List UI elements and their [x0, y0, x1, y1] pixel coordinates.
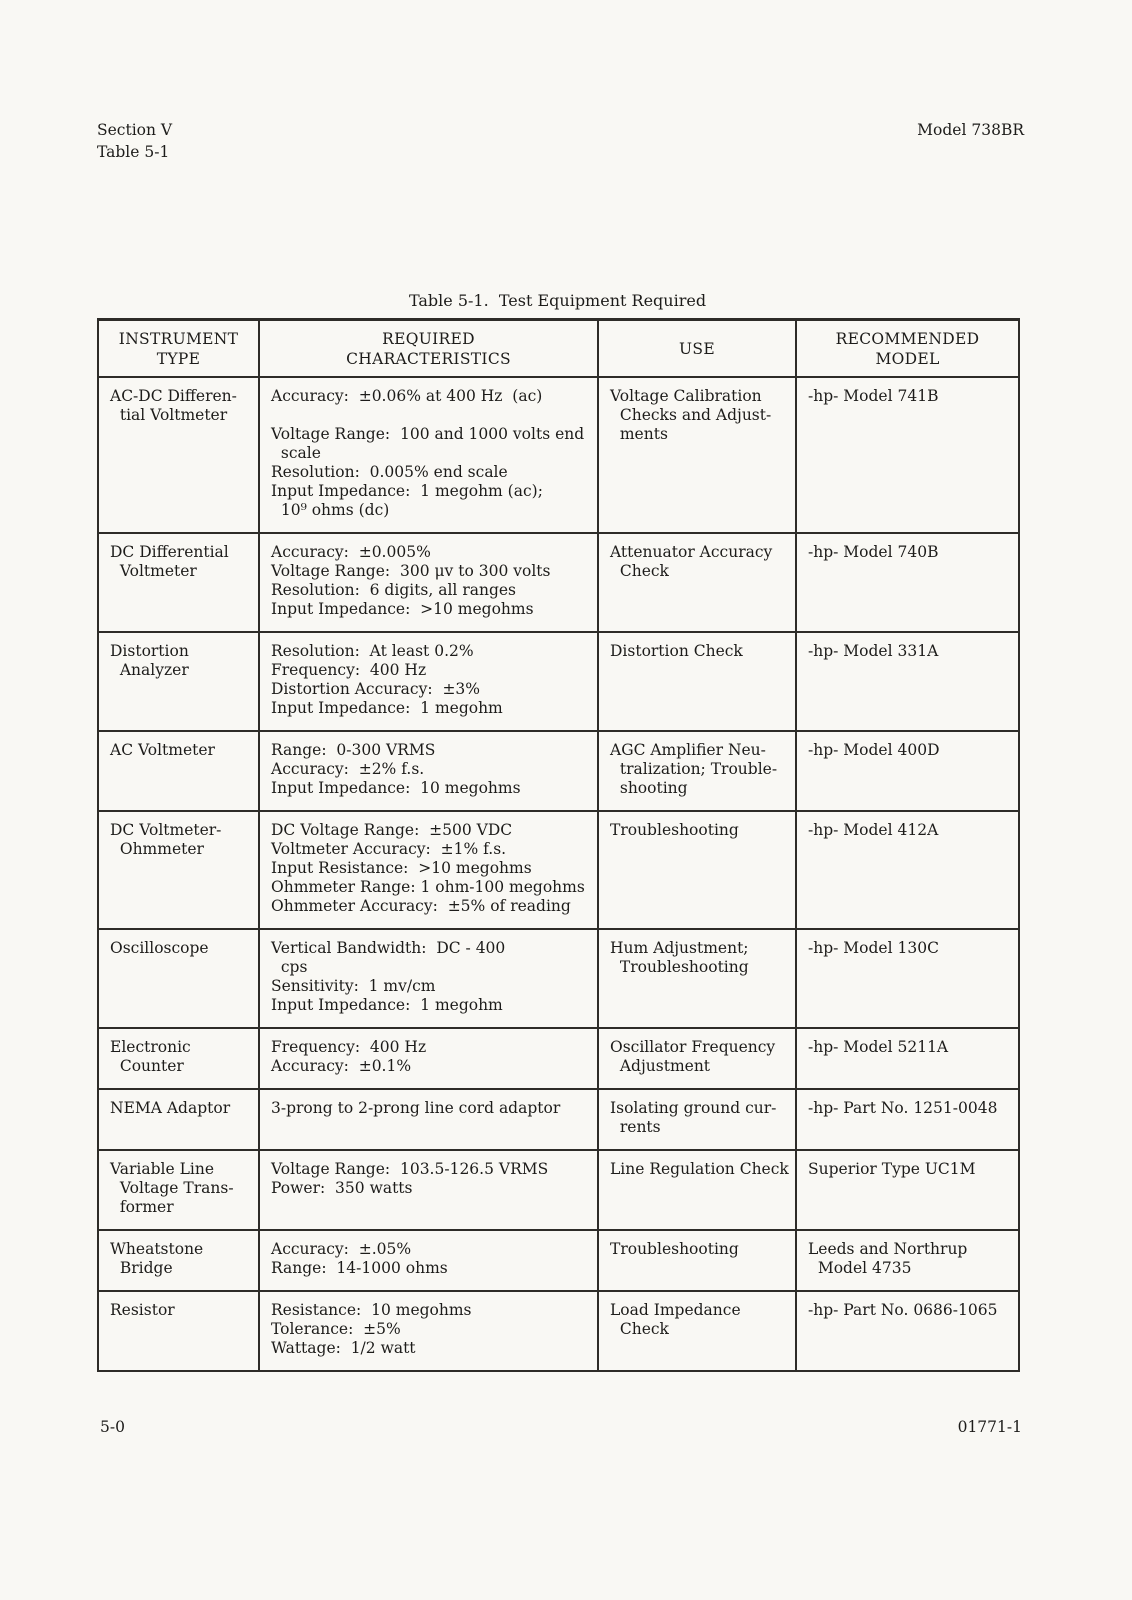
col-header-recommended-model: RECOMMENDED MODEL: [795, 318, 1020, 378]
page-header: Section V Table 5-1 Model 738BR: [97, 119, 1024, 163]
cell-required-characteristics: Range: 0-300 VRMS Accuracy: ±2% f.s. Inp…: [258, 730, 599, 812]
cell-recommended-model: -hp- Part No. 1251-0048: [795, 1088, 1020, 1151]
cell-instrument-type: Electronic Counter: [97, 1027, 260, 1090]
table-title: Table 5-1. Test Equipment Required: [408, 291, 707, 310]
table-row: AC Voltmeter Range: 0-300 VRMS Accuracy:…: [97, 730, 1020, 812]
cell-use: Hum Adjustment; Troubleshooting: [597, 928, 797, 1029]
cell-use: Distortion Check: [597, 631, 797, 732]
cell-recommended-model: -hp- Model 130C: [795, 928, 1020, 1029]
cell-required-characteristics: Frequency: 400 Hz Accuracy: ±0.1%: [258, 1027, 599, 1090]
cell-instrument-type: Oscilloscope: [97, 928, 260, 1029]
table-container: INSTRUMENT TYPE REQUIRED CHARACTERISTICS…: [97, 318, 1020, 1372]
test-equipment-table: INSTRUMENT TYPE REQUIRED CHARACTERISTICS…: [97, 318, 1020, 1372]
cell-recommended-model: Superior Type UC1M: [795, 1149, 1020, 1231]
cell-use: Oscillator Frequency Adjustment: [597, 1027, 797, 1090]
cell-recommended-model: -hp- Model 412A: [795, 810, 1020, 930]
cell-required-characteristics: Accuracy: ±.05% Range: 14-1000 ohms: [258, 1229, 599, 1292]
col-header-required-characteristics: REQUIRED CHARACTERISTICS: [258, 318, 599, 378]
table-row: Oscilloscope Vertical Bandwidth: DC - 40…: [97, 928, 1020, 1029]
cell-recommended-model: -hp- Part No. 0686-1065: [795, 1290, 1020, 1372]
cell-recommended-model: Leeds and Northrup Model 4735: [795, 1229, 1020, 1292]
cell-use: Voltage Calibration Checks and Adjust- m…: [597, 376, 797, 534]
cell-required-characteristics: Accuracy: ±0.06% at 400 Hz (ac) Voltage …: [258, 376, 599, 534]
col-header-instrument-type: INSTRUMENT TYPE: [97, 318, 260, 378]
section-label: Section V Table 5-1: [97, 121, 173, 161]
cell-recommended-model: -hp- Model 331A: [795, 631, 1020, 732]
cell-required-characteristics: DC Voltage Range: ±500 VDC Voltmeter Acc…: [258, 810, 599, 930]
page-number: 5-0: [100, 1418, 125, 1436]
cell-instrument-type: Resistor: [97, 1290, 260, 1372]
table-row: Distortion Analyzer Resolution: At least…: [97, 631, 1020, 732]
cell-use: Isolating ground cur- rents: [597, 1088, 797, 1151]
cell-required-characteristics: Vertical Bandwidth: DC - 400 cps Sensiti…: [258, 928, 599, 1029]
table-header-row: INSTRUMENT TYPE REQUIRED CHARACTERISTICS…: [97, 318, 1020, 378]
page-footer: 5-0 01771-1: [100, 1418, 1022, 1436]
table-row: Resistor Resistance: 10 megohms Toleranc…: [97, 1290, 1020, 1372]
cell-instrument-type: Distortion Analyzer: [97, 631, 260, 732]
cell-use: Load Impedance Check: [597, 1290, 797, 1372]
cell-instrument-type: DC Voltmeter- Ohmmeter: [97, 810, 260, 930]
cell-instrument-type: Wheatstone Bridge: [97, 1229, 260, 1292]
cell-use: AGC Amplifier Neu- tralization; Trouble-…: [597, 730, 797, 812]
cell-instrument-type: AC Voltmeter: [97, 730, 260, 812]
table-row: DC Differential Voltmeter Accuracy: ±0.0…: [97, 532, 1020, 633]
cell-recommended-model: -hp- Model 740B: [795, 532, 1020, 633]
table-row: Variable Line Voltage Trans- former Volt…: [97, 1149, 1020, 1231]
cell-use: Line Regulation Check: [597, 1149, 797, 1231]
cell-use: Troubleshooting: [597, 810, 797, 930]
cell-required-characteristics: Accuracy: ±0.005% Voltage Range: 300 μv …: [258, 532, 599, 633]
table-row: Electronic Counter Frequency: 400 Hz Acc…: [97, 1027, 1020, 1090]
cell-required-characteristics: 3-prong to 2-prong line cord adaptor: [258, 1088, 599, 1151]
cell-recommended-model: -hp- Model 741B: [795, 376, 1020, 534]
table-row: Wheatstone Bridge Accuracy: ±.05% Range:…: [97, 1229, 1020, 1292]
cell-instrument-type: Variable Line Voltage Trans- former: [97, 1149, 260, 1231]
cell-instrument-type: DC Differential Voltmeter: [97, 532, 260, 633]
cell-required-characteristics: Resolution: At least 0.2% Frequency: 400…: [258, 631, 599, 732]
cell-recommended-model: -hp- Model 5211A: [795, 1027, 1020, 1090]
cell-use: Troubleshooting: [597, 1229, 797, 1292]
cell-required-characteristics: Resistance: 10 megohms Tolerance: ±5% Wa…: [258, 1290, 599, 1372]
table-row: AC-DC Differen- tial Voltmeter Accuracy:…: [97, 376, 1020, 534]
cell-recommended-model: -hp- Model 400D: [795, 730, 1020, 812]
cell-instrument-type: AC-DC Differen- tial Voltmeter: [97, 376, 260, 534]
table-row: NEMA Adaptor 3-prong to 2-prong line cor…: [97, 1088, 1020, 1151]
cell-use: Attenuator Accuracy Check: [597, 532, 797, 633]
document-number: 01771-1: [957, 1418, 1022, 1436]
cell-instrument-type: NEMA Adaptor: [97, 1088, 260, 1151]
col-header-use: USE: [597, 318, 797, 378]
model-label: Model 738BR: [917, 121, 1024, 139]
cell-required-characteristics: Voltage Range: 103.5-126.5 VRMS Power: 3…: [258, 1149, 599, 1231]
table-row: DC Voltmeter- Ohmmeter DC Voltage Range:…: [97, 810, 1020, 930]
